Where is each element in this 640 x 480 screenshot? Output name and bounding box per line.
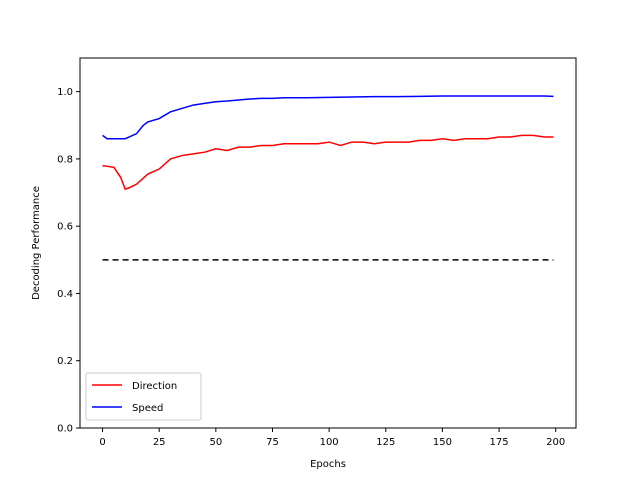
y-tick-label: 1.0	[57, 87, 73, 98]
series-line-direction	[102, 134, 554, 191]
x-tick-label: 200	[546, 437, 565, 448]
x-axis-ticks: 0 25 50 75 100 125 150 175 200	[99, 428, 565, 448]
series-layer	[102, 95, 554, 261]
x-tick-label: 25	[153, 437, 166, 448]
x-axis-label: Epochs	[310, 459, 346, 470]
x-tick-label: 150	[433, 437, 452, 448]
plot-area	[80, 58, 576, 428]
x-tick-label: 100	[320, 437, 339, 448]
x-tick-label: 75	[266, 437, 279, 448]
y-tick-label: 0.4	[57, 289, 73, 300]
x-tick-label: 175	[490, 437, 509, 448]
y-tick-label: 0.8	[57, 154, 73, 165]
x-tick-label: 50	[209, 437, 222, 448]
x-tick-label: 0	[99, 437, 105, 448]
y-axis-ticks: 0.0 0.2 0.4 0.6 0.8 1.0	[57, 87, 80, 435]
y-tick-label: 0.0	[57, 424, 73, 435]
legend-label-direction: Direction	[132, 381, 177, 392]
x-tick-label: 125	[376, 437, 395, 448]
y-tick-label: 0.2	[57, 356, 73, 367]
series-line-speed	[102, 95, 554, 140]
plot-frame	[79, 57, 577, 429]
y-tick-label: 0.6	[57, 222, 73, 233]
legend-label-speed: Speed	[132, 403, 163, 414]
legend: Direction Speed	[85, 372, 202, 421]
y-axis-label: Decoding Performance	[31, 186, 42, 300]
